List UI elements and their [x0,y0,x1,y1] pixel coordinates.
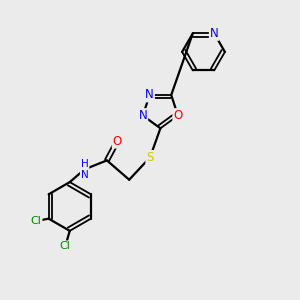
Text: N: N [210,27,219,40]
Text: N: N [139,109,147,122]
Text: H
N: H N [81,158,88,180]
Text: Cl: Cl [31,216,42,226]
Text: O: O [113,135,122,148]
Text: Cl: Cl [60,241,71,251]
Text: O: O [173,109,183,122]
Text: S: S [146,151,154,164]
Text: N: N [145,88,154,101]
